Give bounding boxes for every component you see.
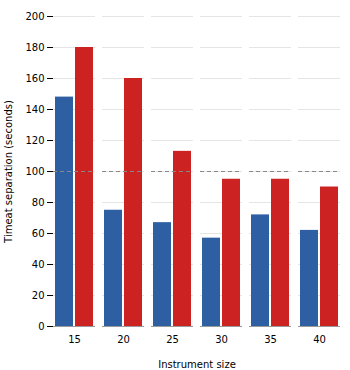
svg-text:120: 120 (25, 135, 44, 146)
svg-text:80: 80 (32, 197, 45, 208)
svg-text:0: 0 (38, 321, 44, 332)
svg-text:100: 100 (25, 166, 44, 177)
svg-text:180: 180 (25, 42, 44, 53)
svg-text:40: 40 (32, 259, 45, 270)
svg-text:160: 160 (25, 73, 44, 84)
svg-text:200: 200 (25, 11, 44, 22)
svg-text:20: 20 (32, 290, 45, 301)
svg-text:15: 15 (68, 334, 81, 345)
svg-text:35: 35 (264, 334, 277, 345)
svg-text:20: 20 (117, 334, 130, 345)
svg-text:40: 40 (313, 334, 326, 345)
svg-text:Instrument size: Instrument size (158, 359, 236, 370)
svg-text:30: 30 (215, 334, 228, 345)
svg-text:25: 25 (166, 334, 179, 345)
svg-text:60: 60 (32, 228, 45, 239)
svg-text:Timeat separation (seconds): Timeat separation (seconds) (3, 100, 14, 244)
svg-text:140: 140 (25, 104, 44, 115)
